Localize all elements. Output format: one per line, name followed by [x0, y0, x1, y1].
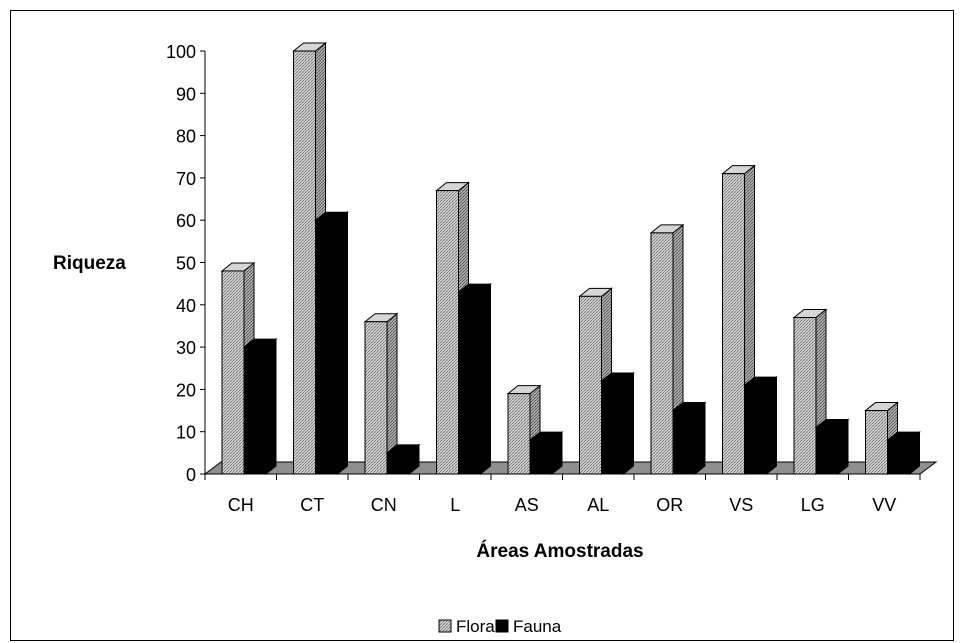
y-tick-label: 70	[176, 169, 196, 189]
y-tick-label: 10	[176, 423, 196, 443]
y-tick-label: 100	[166, 42, 196, 62]
x-tick-label: AS	[515, 495, 539, 515]
y-tick-label: 0	[186, 465, 196, 485]
bar-fauna-al	[600, 371, 635, 476]
bar-fauna-ct	[314, 211, 349, 476]
y-tick-label: 40	[176, 296, 196, 316]
y-tick-label: 20	[176, 380, 196, 400]
y-axis-title: Riqueza	[53, 253, 126, 274]
x-tick-label: L	[450, 495, 460, 515]
y-tick-label: 90	[176, 84, 196, 104]
bars	[220, 41, 921, 476]
bar-fauna-lg	[814, 418, 850, 476]
x-tick-label: CH	[228, 495, 254, 515]
bar-fauna-as	[528, 431, 564, 476]
legend-label-flora: Flora	[456, 617, 495, 636]
x-tick-label: OR	[656, 495, 683, 515]
bar-fauna-ch	[242, 338, 278, 476]
x-tick-label: VS	[729, 495, 753, 515]
legend-label-fauna: Fauna	[513, 617, 562, 636]
bar-fauna-l	[457, 283, 492, 476]
x-axis-title: Áreas Amostradas	[476, 540, 643, 562]
x-tick-label: VV	[872, 495, 896, 515]
x-tick-label: AL	[587, 495, 609, 515]
y-tick-label: 50	[176, 254, 196, 274]
y-tick-label: 80	[176, 127, 196, 147]
y-axis: 0 10 20 30 40 50 60 70 80 90 100	[166, 42, 206, 485]
x-tick-label: CT	[300, 495, 324, 515]
x-tick-label: LG	[801, 495, 825, 515]
legend: Flora Fauna	[438, 617, 562, 636]
bar-flora-cn	[363, 312, 399, 476]
bar-fauna-cn	[385, 443, 421, 476]
legend-swatch-fauna	[495, 619, 509, 633]
legend-swatch-flora	[438, 619, 452, 633]
x-tick-label: CN	[371, 495, 397, 515]
bar-fauna-or	[671, 401, 707, 476]
y-tick-label: 60	[176, 211, 196, 231]
bar-fauna-vs	[743, 376, 778, 476]
x-axis: CH CT CN L AS AL OR VS LG VV	[204, 473, 921, 515]
y-tick-label: 30	[176, 338, 196, 358]
bar-fauna-vv	[886, 431, 921, 476]
